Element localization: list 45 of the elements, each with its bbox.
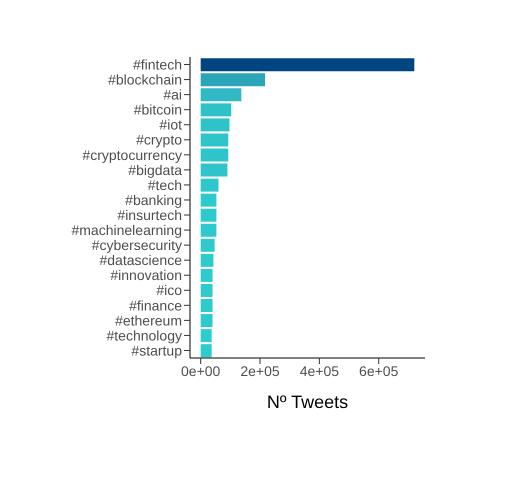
bar	[200, 103, 232, 116]
y-tick-label: #cybersecurity	[92, 237, 182, 254]
y-tick-label: #banking	[125, 192, 182, 208]
bar	[200, 254, 214, 267]
bar	[200, 224, 216, 237]
bar	[200, 238, 215, 252]
bar	[200, 284, 213, 297]
bar	[200, 208, 216, 222]
y-tick-label: #insurtech	[117, 206, 182, 223]
y-tick-label: #technology	[106, 327, 182, 344]
bar	[200, 88, 242, 102]
y-tick-label: #startup	[131, 342, 182, 358]
bar	[200, 299, 213, 312]
y-tick-label: #ai	[163, 86, 182, 103]
bar	[200, 314, 213, 328]
y-tick-label: #cryptocurrency	[82, 146, 182, 163]
y-tick-label: #blockchain	[108, 72, 182, 88]
x-tick-label: 0e+00	[181, 362, 221, 379]
bar	[200, 194, 216, 207]
x-tick-label: 2e+05	[240, 362, 280, 379]
bar	[200, 133, 228, 146]
bar	[200, 58, 414, 72]
y-tick-label: #crypto	[136, 132, 182, 148]
x-tick-label: 4e+05	[300, 362, 340, 379]
bar	[200, 268, 213, 282]
y-tick-label: #iot	[159, 116, 182, 133]
x-tick-label: 6e+05	[359, 362, 399, 379]
bar	[200, 73, 266, 86]
bar	[200, 178, 218, 192]
bar	[200, 118, 230, 132]
y-tick-label: #machinelearning	[71, 222, 182, 238]
y-tick-label: #datascience	[99, 252, 182, 268]
y-tick-label: #innovation	[110, 267, 182, 284]
bar	[200, 164, 228, 177]
y-tick-label: #bigdata	[128, 162, 182, 178]
y-tick-label: #bitcoin	[134, 102, 182, 118]
bar	[200, 148, 228, 162]
x-axis-title: Nº Tweets	[266, 392, 348, 412]
y-tick-label: #fintech	[132, 56, 182, 72]
bar	[200, 329, 212, 342]
bar	[200, 344, 212, 358]
y-tick-label: #ico	[156, 282, 182, 298]
y-tick-label: #finance	[129, 297, 182, 314]
y-tick-label: #ethereum	[115, 312, 182, 328]
y-tick-label: #tech	[148, 176, 182, 193]
